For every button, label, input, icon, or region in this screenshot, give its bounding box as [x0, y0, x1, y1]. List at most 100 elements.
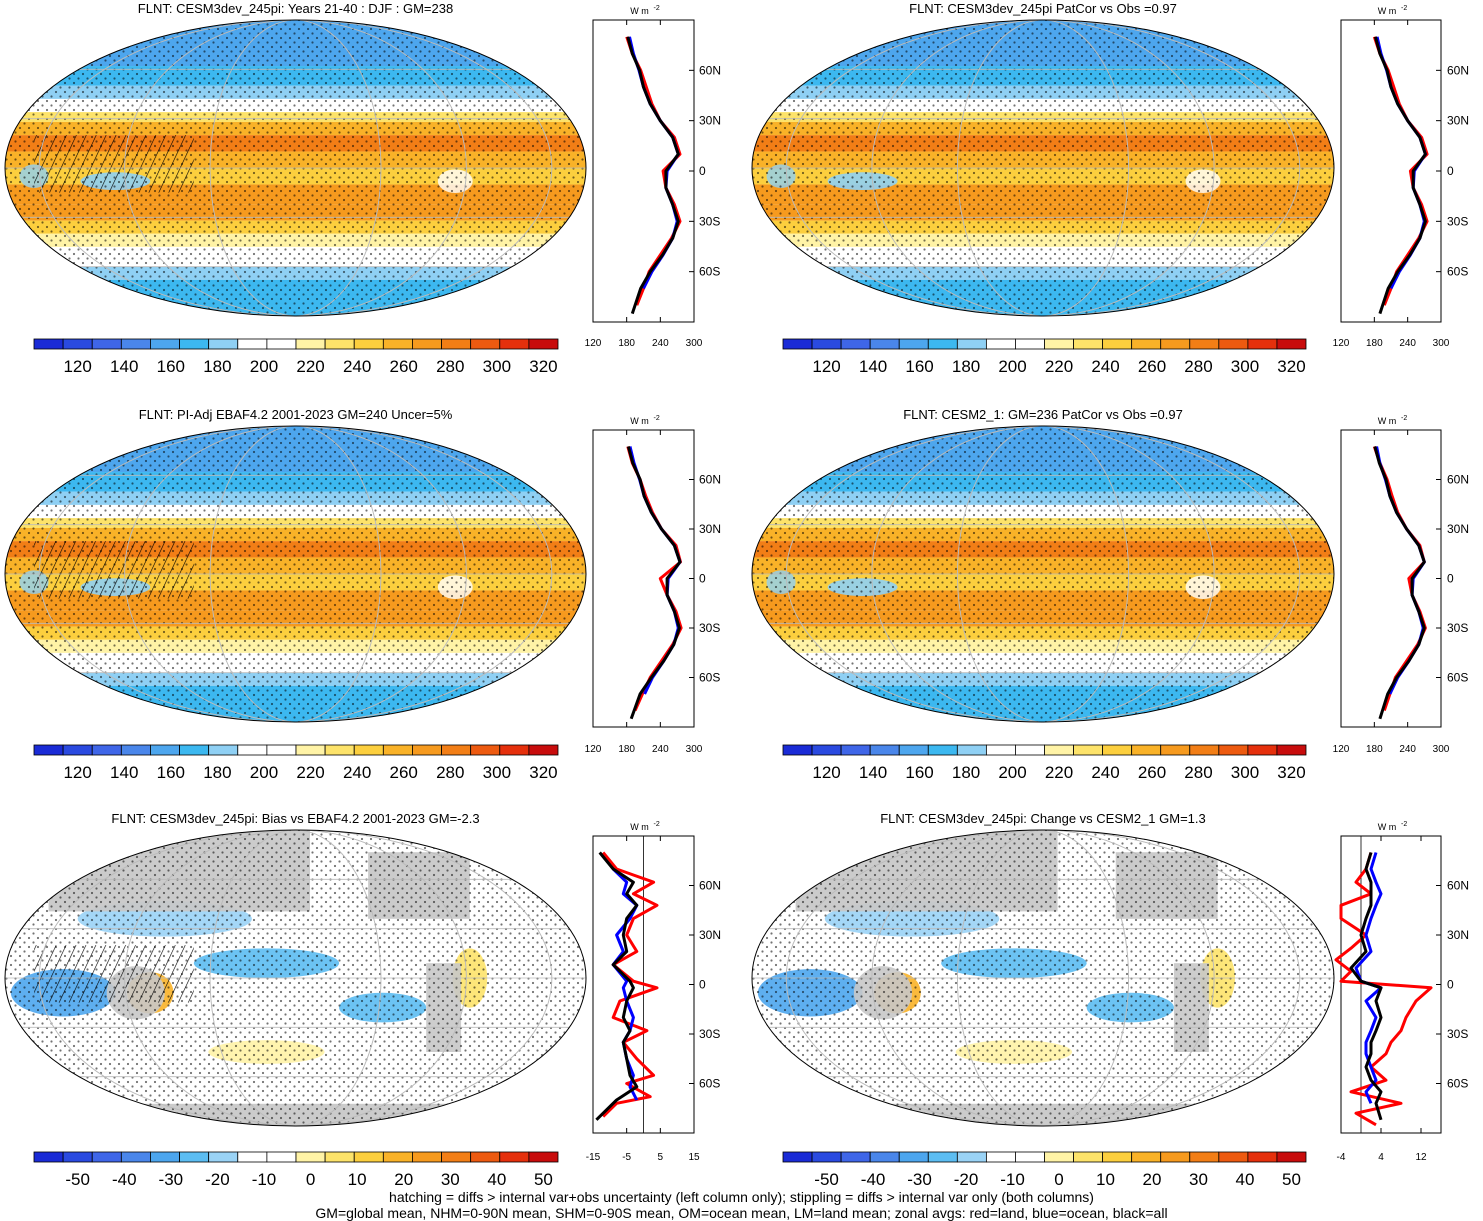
panel-4: FLNT: CESM2_1: GM=236 PatCor vs Obs =0.9…: [751, 407, 1469, 782]
colorbar: 120 140 160 180 200 220 240 260 280 300 320: [33, 338, 559, 376]
map-field: [5, 830, 586, 1126]
colorbar-label: 180: [203, 357, 231, 376]
colorbar-label: 240: [343, 763, 371, 782]
colorbar-label: 180: [203, 763, 231, 782]
map-field: [752, 830, 1334, 1126]
panel-title: FLNT: CESM2_1: GM=236 PatCor vs Obs =0.9…: [903, 407, 1183, 422]
latitude-label: 30S: [699, 621, 720, 635]
all-zonal-line: [595, 851, 639, 1121]
colorbar-label: 300: [1231, 357, 1259, 376]
zonal-tick-label: 180: [618, 744, 635, 755]
panel-title: FLNT: CESM3dev_245pi: Years 21-40 : DJF …: [138, 1, 453, 16]
zonal-mean-panel: 60N 30N 0 30S 60S -15 -5 5 15 W m -2: [586, 821, 721, 1163]
all-zonal-line: [626, 36, 680, 315]
zonal-unit-exponent: -2: [1401, 821, 1407, 828]
zonal-unit-exponent: -2: [654, 415, 660, 422]
zonal-tick-label: 300: [1433, 744, 1450, 755]
latitude-label: 0: [699, 572, 706, 586]
colorbar-label: 120: [63, 763, 91, 782]
colorbar-label: 280: [1184, 763, 1212, 782]
zonal-unit-exponent: -2: [654, 5, 660, 12]
colorbar-label: 10: [1096, 1170, 1115, 1189]
latitude-label: 60N: [1447, 879, 1469, 893]
panel-title: FLNT: CESM3dev_245pi: Change vs CESM2_1 …: [880, 811, 1206, 826]
latitude-label: 0: [1447, 164, 1454, 178]
zonal-unit-exponent: -2: [1401, 5, 1407, 12]
map-outline: [4, 19, 587, 317]
colorbar-label: 160: [905, 763, 933, 782]
zonal-mean-panel: 60N 30N 0 30S 60S 120 180 240 300 W m -2: [1333, 5, 1469, 349]
zonal-unit-label: W m: [1378, 822, 1397, 832]
colorbar-label: 180: [952, 357, 980, 376]
latitude-label: 60N: [1447, 63, 1469, 77]
colorbar-label: 240: [1091, 357, 1119, 376]
colorbar-label: 300: [1231, 763, 1259, 782]
colorbar-label: 220: [296, 763, 324, 782]
colorbar-label: -40: [861, 1170, 886, 1189]
latitude-label: 30N: [1447, 928, 1469, 942]
latitude-label: 60S: [699, 265, 720, 279]
zonal-tick-label: -15: [586, 1152, 601, 1163]
colorbar-label: 140: [859, 763, 887, 782]
zonal-tick-label: 300: [686, 744, 703, 755]
all-zonal-line: [626, 446, 682, 720]
panel-3: FLNT: PI-Adj EBAF4.2 2001-2023 GM=240 Un…: [4, 407, 721, 782]
latitude-label: 60N: [1447, 473, 1469, 487]
latitude-label: 60N: [699, 879, 721, 893]
colorbar-label: 300: [483, 763, 511, 782]
colorbar-label: 280: [436, 357, 464, 376]
zonal-mean-panel: 60N 30N 0 30S 60S -4 4 12 W m -2: [1334, 821, 1469, 1163]
colorbar-label: 0: [306, 1170, 315, 1189]
colorbar-label: 320: [529, 357, 557, 376]
zonal-tick-label: 240: [1399, 744, 1416, 755]
panel-6: FLNT: CESM3dev_245pi: Change vs CESM2_1 …: [751, 811, 1469, 1189]
colorbar-label: -10: [252, 1170, 277, 1189]
colorbar-label: 260: [1138, 763, 1166, 782]
colorbar-label: 140: [110, 357, 138, 376]
panel-2: FLNT: CESM3dev_245pi PatCor vs Obs =0.97…: [751, 1, 1469, 376]
latitude-label: 0: [1447, 978, 1454, 992]
colorbar-label: 320: [1277, 763, 1305, 782]
latitude-label: 30S: [699, 214, 720, 228]
zonal-unit-label: W m: [1378, 416, 1397, 426]
map-outline: [4, 425, 587, 723]
colorbar-label: 220: [1045, 763, 1073, 782]
zonal-tick-label: 180: [1366, 338, 1383, 349]
zonal-unit-label: W m: [630, 822, 649, 832]
zonal-unit-label: W m: [630, 6, 649, 16]
latitude-label: 30S: [1447, 1027, 1468, 1041]
latitude-label: 30S: [1447, 214, 1468, 228]
latitude-label: 30S: [1447, 621, 1468, 635]
colorbar-label: -20: [205, 1170, 230, 1189]
colorbar: 120 140 160 180 200 220 240 260 280 300 320: [782, 338, 1307, 376]
panel-1: FLNT: CESM3dev_245pi: Years 21-40 : DJF …: [4, 1, 721, 376]
colorbar-label: 120: [812, 763, 840, 782]
colorbar: -50 -40 -30 -20 -10 0 10 20 30 40 50: [782, 1151, 1307, 1189]
latitude-label: 0: [699, 164, 706, 178]
colorbar-label: 260: [390, 357, 418, 376]
zonal-unit-exponent: -2: [654, 821, 660, 828]
zonal-tick-label: 180: [618, 338, 635, 349]
map-field: [752, 426, 1334, 722]
colorbar: -50 -40 -30 -20 -10 0 10 20 30 40 50: [33, 1151, 559, 1189]
land-zonal-line: [625, 36, 682, 306]
panel-title: FLNT: PI-Adj EBAF4.2 2001-2023 GM=240 Un…: [139, 407, 453, 422]
colorbar-label: 200: [250, 763, 278, 782]
latitude-label: 60S: [699, 1077, 720, 1091]
latitude-label: 30N: [1447, 522, 1469, 536]
colorbar-label: 140: [110, 763, 138, 782]
land-zonal-line: [1372, 36, 1429, 306]
panel-title: FLNT: CESM3dev_245pi: Bias vs EBAF4.2 20…: [111, 811, 479, 826]
colorbar-label: 120: [812, 357, 840, 376]
zonal-tick-label: 120: [585, 338, 602, 349]
colorbar-label: 320: [529, 763, 557, 782]
zonal-tick-label: 240: [652, 744, 669, 755]
colorbar-label: 220: [296, 357, 324, 376]
zonal-tick-label: 12: [1415, 1152, 1427, 1163]
colorbar-label: 260: [1138, 357, 1166, 376]
zonal-tick-label: 120: [585, 744, 602, 755]
zonal-tick-label: 240: [652, 338, 669, 349]
colorbar-label: 120: [63, 357, 91, 376]
latitude-label: 0: [1447, 572, 1454, 586]
map-outline: [751, 19, 1335, 317]
